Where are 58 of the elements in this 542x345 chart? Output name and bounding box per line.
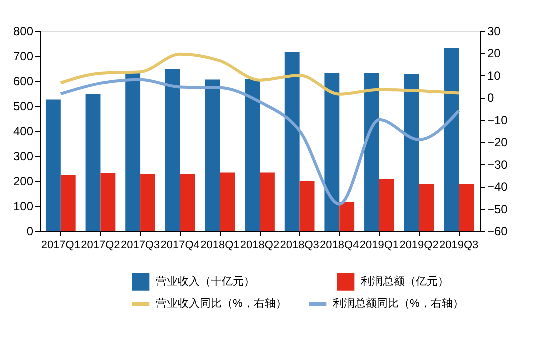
y2-tick-label: −40 xyxy=(488,180,508,194)
y2-tick-label: 0 xyxy=(488,91,494,106)
bar xyxy=(300,182,315,231)
y-tick-label: 200 xyxy=(13,174,34,188)
bar xyxy=(284,52,300,231)
bar xyxy=(220,172,236,231)
y-tick-label: 100 xyxy=(13,200,34,214)
y2-tick-label: −30 xyxy=(488,158,508,172)
legend-label: 利润总额同比（%，右轴） xyxy=(333,297,464,310)
y-tick-label: 0 xyxy=(26,224,34,238)
y2-tick-label: −20 xyxy=(488,136,508,150)
bar xyxy=(60,176,76,231)
legend-label: 利润总额（亿元） xyxy=(361,275,449,288)
bar xyxy=(180,174,196,231)
legend-label: 营业收入（十亿元） xyxy=(156,275,255,288)
x-tick-label: 2018Q1 xyxy=(200,240,240,252)
x-tick-label: 2017Q3 xyxy=(120,240,160,252)
line-series xyxy=(59,52,461,96)
x-tick-label: 2018Q4 xyxy=(320,240,360,252)
x-tick-label: 2017Q4 xyxy=(160,240,200,252)
bar xyxy=(165,69,180,231)
bar xyxy=(100,173,116,231)
x-tick-label: 2017Q2 xyxy=(81,240,120,252)
x-tick-label: 2018Q3 xyxy=(280,240,320,252)
y2-tick-label: −60 xyxy=(488,224,508,238)
bar xyxy=(324,73,340,231)
y2-tick-label: −50 xyxy=(488,202,508,216)
bar xyxy=(419,184,434,231)
y2-tick-label: −10 xyxy=(488,113,508,128)
y-tick-label: 400 xyxy=(13,124,34,138)
bar xyxy=(260,172,275,231)
y-tick-label: 700 xyxy=(13,50,34,64)
y-tick-label: 300 xyxy=(13,150,34,164)
bar xyxy=(404,74,420,231)
line-series xyxy=(59,78,461,206)
bar xyxy=(86,94,101,231)
bar xyxy=(459,184,474,231)
bar xyxy=(364,74,380,231)
x-tick-label: 2019Q2 xyxy=(400,240,439,252)
bar xyxy=(379,179,394,231)
y2-tick-label: 30 xyxy=(488,24,502,38)
bar xyxy=(126,73,141,231)
y2-tick-label: 20 xyxy=(488,46,502,61)
y2-tick-label: 10 xyxy=(488,68,502,83)
x-tick-label: 2018Q2 xyxy=(240,240,280,252)
x-tick-label: 2019Q1 xyxy=(360,240,400,252)
bar xyxy=(245,79,260,231)
y-tick-label: 600 xyxy=(13,74,34,88)
bar xyxy=(444,48,460,231)
bar xyxy=(205,80,220,231)
y-tick-label: 500 xyxy=(13,100,34,114)
bar xyxy=(140,174,156,231)
bar xyxy=(340,202,355,231)
legend-label: 营业收入同比（%，右轴） xyxy=(156,297,287,310)
y-tick-label: 800 xyxy=(13,24,34,38)
x-tick-label: 2019Q3 xyxy=(440,240,479,252)
bar xyxy=(46,100,61,231)
x-tick-label: 2017Q1 xyxy=(41,240,80,252)
